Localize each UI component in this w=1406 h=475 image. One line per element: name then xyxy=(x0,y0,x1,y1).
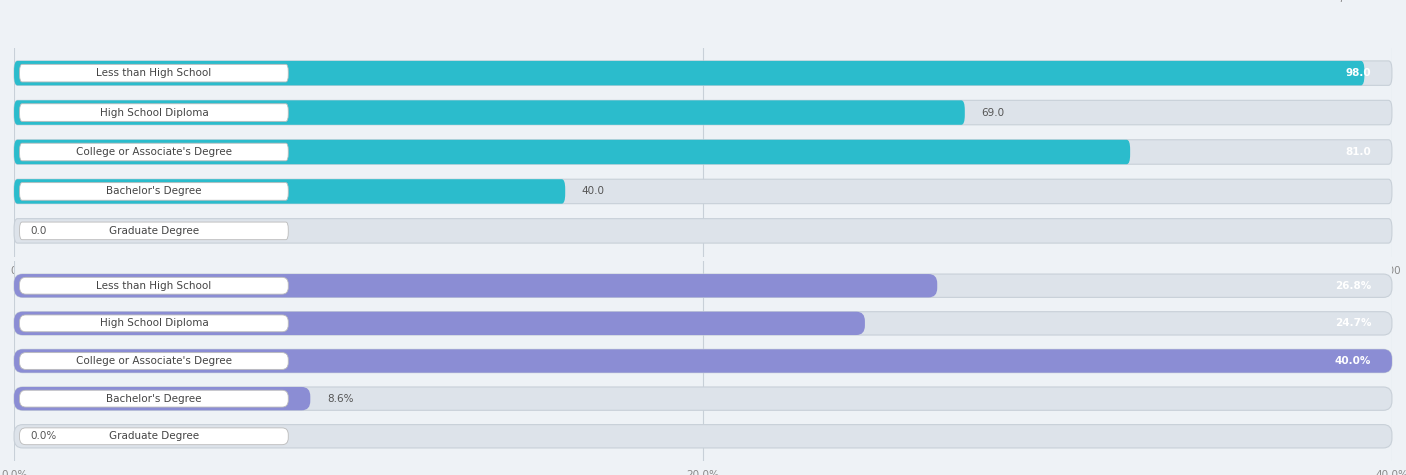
Text: Source: ZipAtlas.com: Source: ZipAtlas.com xyxy=(1288,0,1399,1)
Text: FERTILITY BY EDUCATION IN WEBSTER COUNTY: FERTILITY BY EDUCATION IN WEBSTER COUNTY xyxy=(7,0,377,1)
Text: 0.0: 0.0 xyxy=(31,226,46,236)
Text: College or Associate's Degree: College or Associate's Degree xyxy=(76,356,232,366)
Text: High School Diploma: High School Diploma xyxy=(100,107,208,118)
FancyBboxPatch shape xyxy=(20,182,288,200)
FancyBboxPatch shape xyxy=(14,100,1392,125)
FancyBboxPatch shape xyxy=(14,312,1392,335)
FancyBboxPatch shape xyxy=(14,61,1392,86)
Text: Graduate Degree: Graduate Degree xyxy=(108,431,200,441)
FancyBboxPatch shape xyxy=(20,390,288,407)
Text: Bachelor's Degree: Bachelor's Degree xyxy=(107,394,201,404)
FancyBboxPatch shape xyxy=(20,352,288,370)
Text: 69.0: 69.0 xyxy=(981,107,1004,118)
FancyBboxPatch shape xyxy=(14,387,1392,410)
Text: Less than High School: Less than High School xyxy=(96,68,211,78)
FancyBboxPatch shape xyxy=(14,179,565,204)
FancyBboxPatch shape xyxy=(20,277,288,294)
Text: 40.0%: 40.0% xyxy=(1334,356,1371,366)
FancyBboxPatch shape xyxy=(14,61,1364,86)
FancyBboxPatch shape xyxy=(20,428,288,445)
FancyBboxPatch shape xyxy=(14,349,1392,373)
Text: 40.0: 40.0 xyxy=(582,186,605,197)
Text: College or Associate's Degree: College or Associate's Degree xyxy=(76,147,232,157)
FancyBboxPatch shape xyxy=(14,100,965,125)
FancyBboxPatch shape xyxy=(14,179,1392,204)
FancyBboxPatch shape xyxy=(14,274,938,297)
Text: 24.7%: 24.7% xyxy=(1334,318,1371,328)
FancyBboxPatch shape xyxy=(14,218,1392,243)
Text: 8.6%: 8.6% xyxy=(326,394,353,404)
FancyBboxPatch shape xyxy=(20,222,288,240)
Text: High School Diploma: High School Diploma xyxy=(100,318,208,328)
FancyBboxPatch shape xyxy=(20,315,288,332)
FancyBboxPatch shape xyxy=(14,387,311,410)
FancyBboxPatch shape xyxy=(14,274,1392,297)
FancyBboxPatch shape xyxy=(14,140,1392,164)
Text: Less than High School: Less than High School xyxy=(96,281,211,291)
Text: 81.0: 81.0 xyxy=(1346,147,1371,157)
FancyBboxPatch shape xyxy=(14,349,1392,373)
Text: 98.0: 98.0 xyxy=(1346,68,1371,78)
Text: Graduate Degree: Graduate Degree xyxy=(108,226,200,236)
FancyBboxPatch shape xyxy=(20,143,288,161)
FancyBboxPatch shape xyxy=(20,64,288,82)
FancyBboxPatch shape xyxy=(14,312,865,335)
Text: Bachelor's Degree: Bachelor's Degree xyxy=(107,186,201,197)
Text: 0.0%: 0.0% xyxy=(31,431,56,441)
FancyBboxPatch shape xyxy=(14,140,1130,164)
FancyBboxPatch shape xyxy=(14,425,1392,448)
FancyBboxPatch shape xyxy=(20,104,288,122)
Text: 26.8%: 26.8% xyxy=(1336,281,1371,291)
